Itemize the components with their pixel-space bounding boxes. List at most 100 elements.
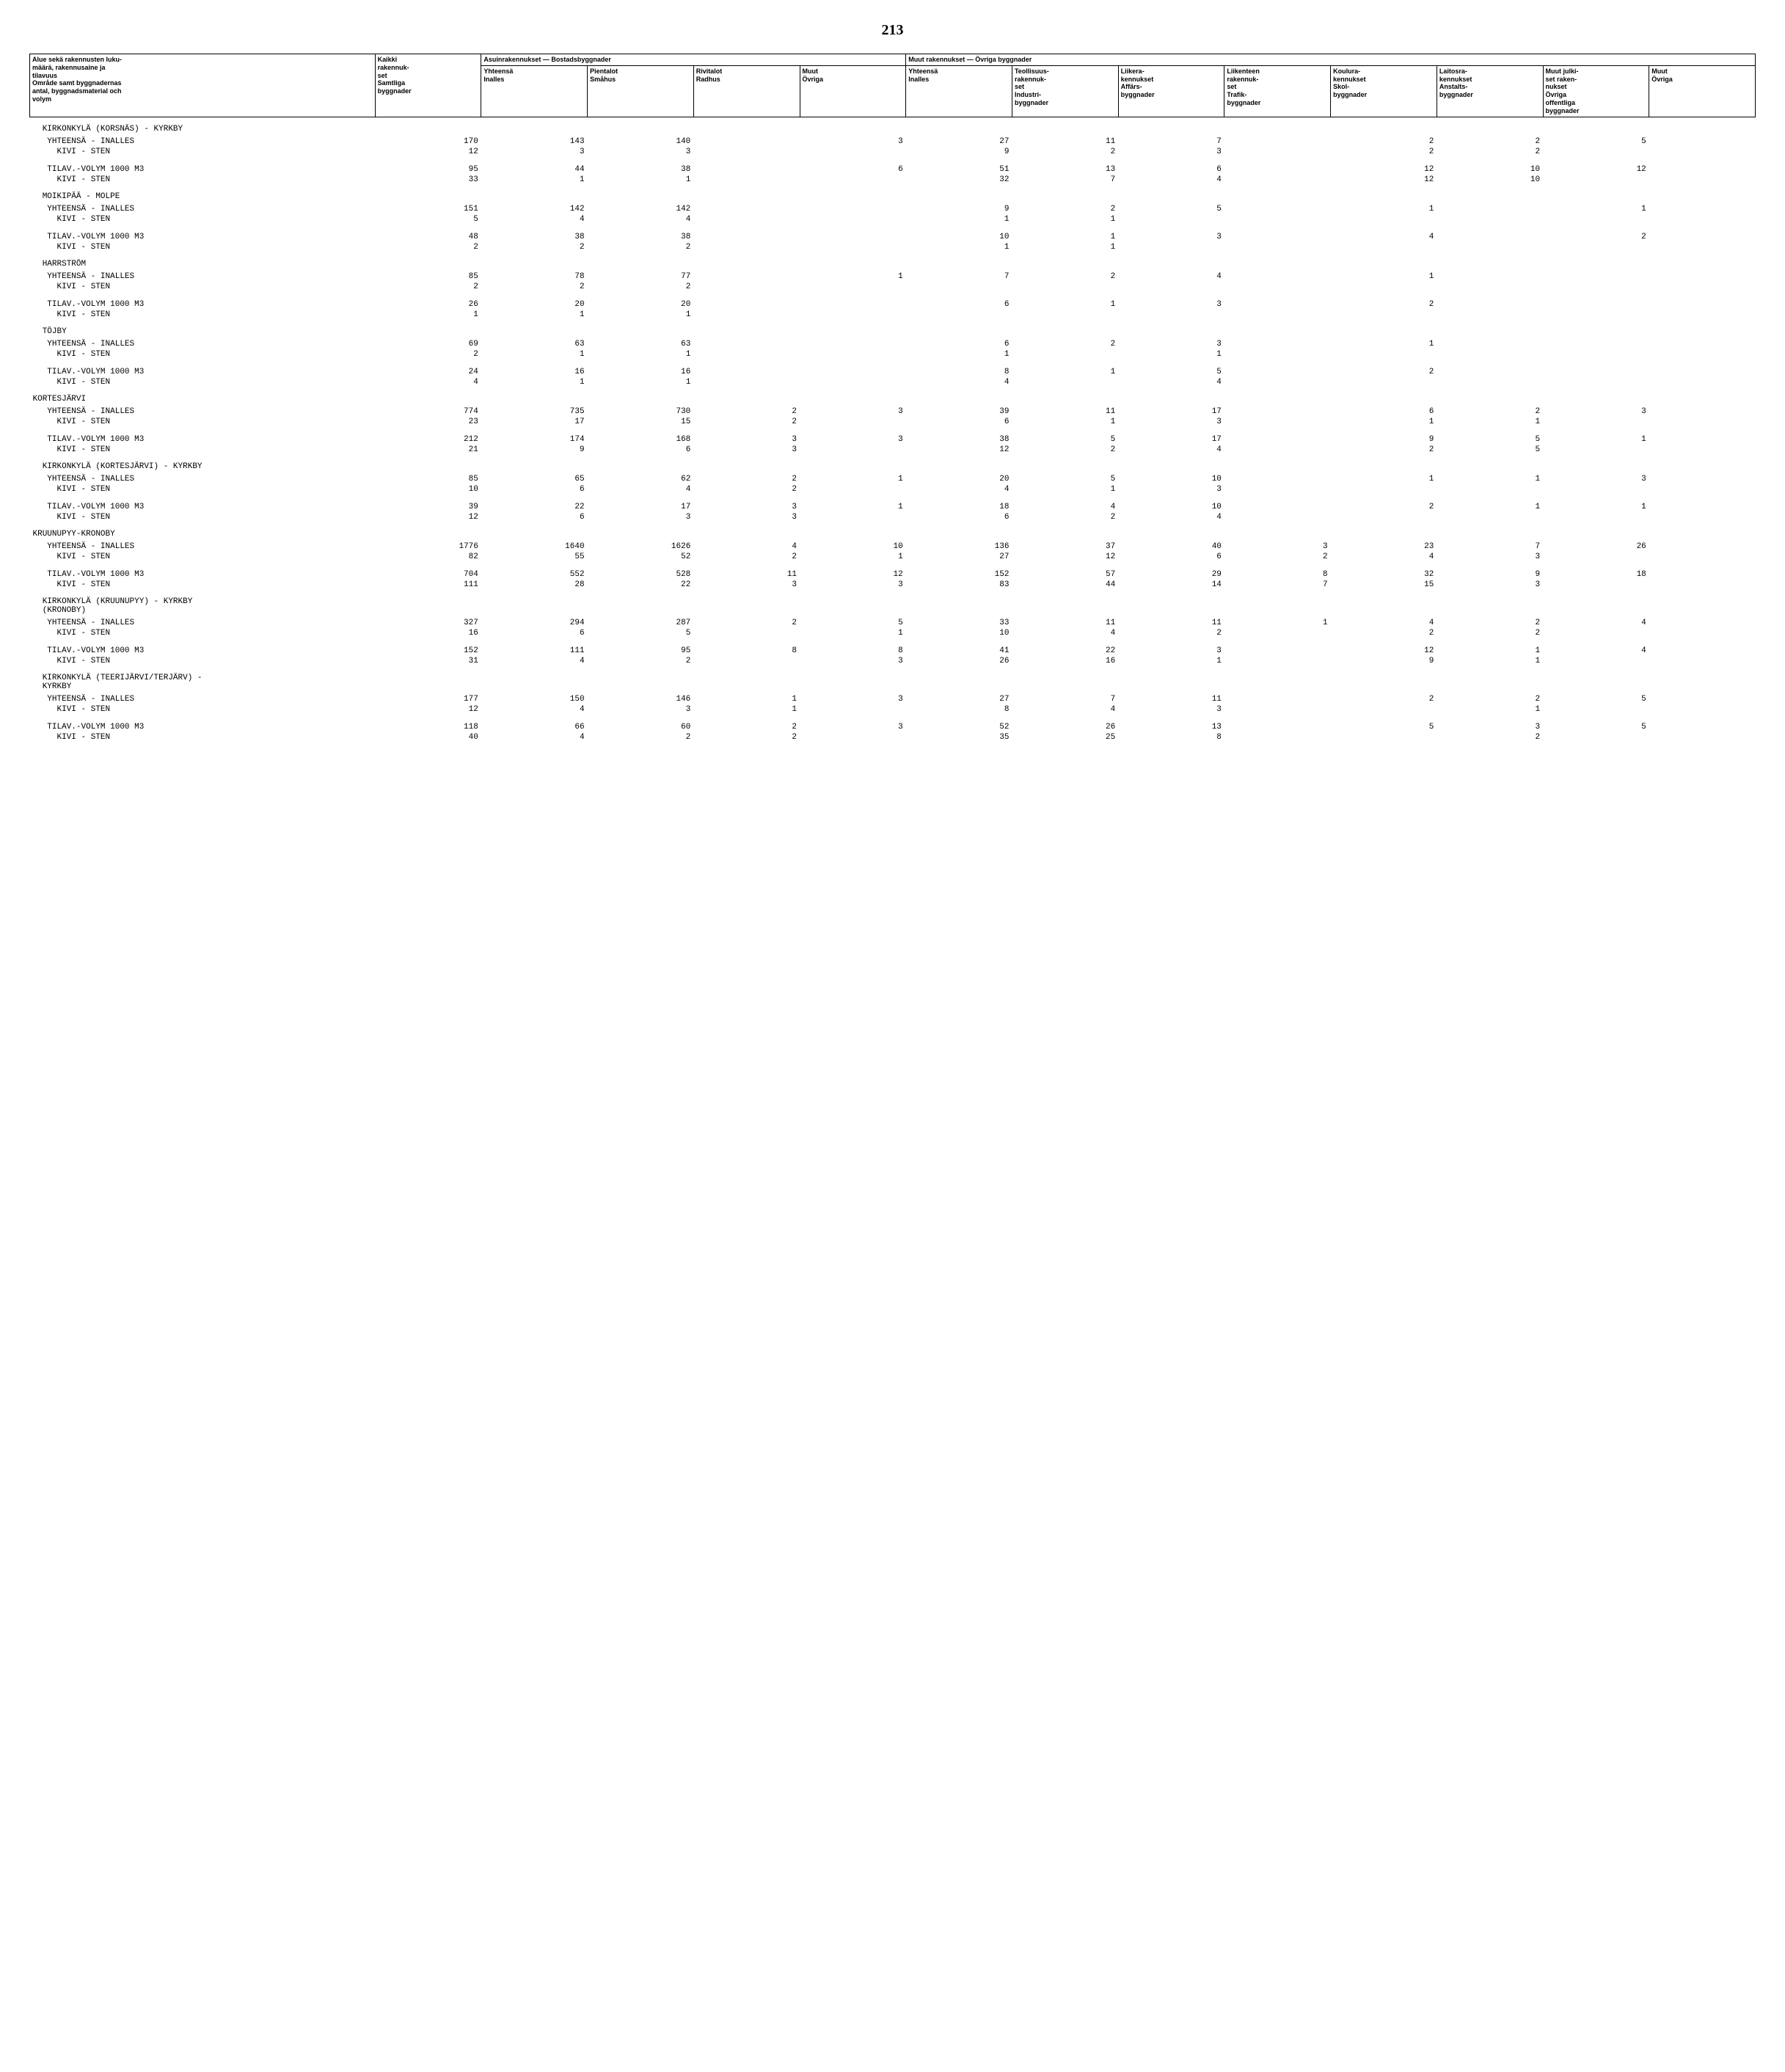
data-cell: 5 (375, 214, 481, 225)
data-cell: 12 (1012, 552, 1118, 562)
table-row: TÖJBY (30, 320, 1756, 339)
row-label: TILAV.-VOLYM 1000 M3 (30, 502, 376, 512)
table-row: KIVI - STEN8255522127126243 (30, 552, 1756, 562)
data-cell: 294 (481, 618, 588, 628)
data-cell (693, 214, 800, 225)
data-cell: 1 (481, 310, 588, 320)
data-cell: 52 (588, 552, 694, 562)
row-label: TILAV.-VOLYM 1000 M3 (30, 232, 376, 242)
data-cell: 85 (375, 474, 481, 484)
data-cell (1224, 434, 1331, 445)
data-cell: 9 (1331, 434, 1437, 445)
data-cell (1543, 339, 1649, 349)
data-cell: 14 (1118, 580, 1224, 590)
data-cell (1649, 406, 1756, 417)
data-cell: 1 (800, 502, 906, 512)
row-label: TILAV.-VOLYM 1000 M3 (30, 722, 376, 732)
data-cell: 4 (481, 656, 588, 666)
data-cell: 4 (906, 377, 1012, 387)
data-cell: 2 (1012, 147, 1118, 157)
data-cell (1649, 377, 1756, 387)
data-cell: 1 (1224, 618, 1331, 628)
data-cell: 10 (1437, 175, 1543, 185)
data-cell: 15 (588, 417, 694, 427)
data-cell: 1 (800, 628, 906, 638)
section-label: KIRKONKYLÄ (TEERIJÄRVI/TERJÄRV) - KYRKBY (30, 666, 1756, 694)
table-row (30, 562, 1756, 569)
data-cell (693, 656, 800, 666)
data-cell: 38 (588, 232, 694, 242)
data-cell: 38 (588, 164, 694, 175)
data-cell (1543, 445, 1649, 455)
data-cell: 2 (1331, 299, 1437, 310)
data-cell: 32 (906, 175, 1012, 185)
data-cell (1543, 484, 1649, 495)
data-cell: 11 (1012, 136, 1118, 147)
data-cell (1437, 232, 1543, 242)
row-label: YHTEENSÄ - INALLES (30, 406, 376, 417)
data-cell (1649, 722, 1756, 732)
data-cell (1224, 367, 1331, 377)
data-cell: 33 (906, 618, 1012, 628)
data-cell (1437, 484, 1543, 495)
data-cell: 52 (906, 722, 1012, 732)
row-label: KIVI - STEN (30, 512, 376, 522)
header-muut-yhteensa: Yhteensä Inalles (906, 65, 1012, 117)
data-cell (800, 512, 906, 522)
row-label: KIVI - STEN (30, 417, 376, 427)
data-cell: 16 (481, 367, 588, 377)
data-cell (1224, 214, 1331, 225)
data-cell: 111 (481, 646, 588, 656)
row-label: TILAV.-VOLYM 1000 M3 (30, 569, 376, 580)
data-cell: 5 (1331, 722, 1437, 732)
data-cell: 2 (693, 732, 800, 743)
data-cell: 17 (588, 502, 694, 512)
data-cell (1649, 646, 1756, 656)
data-cell: 12 (375, 147, 481, 157)
data-cell (1543, 367, 1649, 377)
data-cell: 6 (1331, 406, 1437, 417)
data-cell (1649, 484, 1756, 495)
data-cell (800, 417, 906, 427)
data-cell (1649, 214, 1756, 225)
data-cell: 28 (481, 580, 588, 590)
data-cell: 735 (481, 406, 588, 417)
data-cell: 20 (588, 299, 694, 310)
data-cell (1543, 628, 1649, 638)
row-label: KIVI - STEN (30, 214, 376, 225)
data-cell: 5 (1118, 367, 1224, 377)
row-label: KIVI - STEN (30, 445, 376, 455)
data-cell: 150 (481, 694, 588, 704)
row-label: KIVI - STEN (30, 580, 376, 590)
row-label: YHTEENSÄ - INALLES (30, 541, 376, 552)
data-cell (1649, 628, 1756, 638)
data-cell (800, 445, 906, 455)
data-cell: 1 (906, 242, 1012, 252)
data-cell: 62 (588, 474, 694, 484)
section-label: KIRKONKYLÄ (KORTESJÄRVI) - KYRKBY (30, 455, 1756, 474)
data-cell: 3 (800, 580, 906, 590)
data-cell: 3 (1437, 722, 1543, 732)
data-cell (1649, 310, 1756, 320)
table-row: KIRKONKYLÄ (TEERIJÄRVI/TERJÄRV) - KYRKBY (30, 666, 1756, 694)
data-cell (800, 484, 906, 495)
data-cell (1224, 417, 1331, 427)
data-cell: 63 (481, 339, 588, 349)
data-cell (1649, 704, 1756, 715)
table-row: YHTEENSÄ - INALLES77473573023391117623 (30, 406, 1756, 417)
data-cell: 2 (693, 474, 800, 484)
data-cell: 4 (1331, 552, 1437, 562)
table-row (30, 292, 1756, 299)
data-cell: 12 (1331, 646, 1437, 656)
data-cell (1224, 339, 1331, 349)
data-cell (1649, 417, 1756, 427)
row-label: KIVI - STEN (30, 484, 376, 495)
table-row: KIRKONKYLÄ (KORSNÄS) - KYRKBY (30, 117, 1756, 136)
data-cell: 8 (1224, 569, 1331, 580)
table-row: KRUUNUPYY-KRONOBY (30, 522, 1756, 541)
data-cell: 2 (1437, 732, 1543, 743)
data-cell: 5 (588, 628, 694, 638)
data-cell: 8 (693, 646, 800, 656)
data-cell: 4 (481, 732, 588, 743)
data-cell (1437, 282, 1543, 292)
